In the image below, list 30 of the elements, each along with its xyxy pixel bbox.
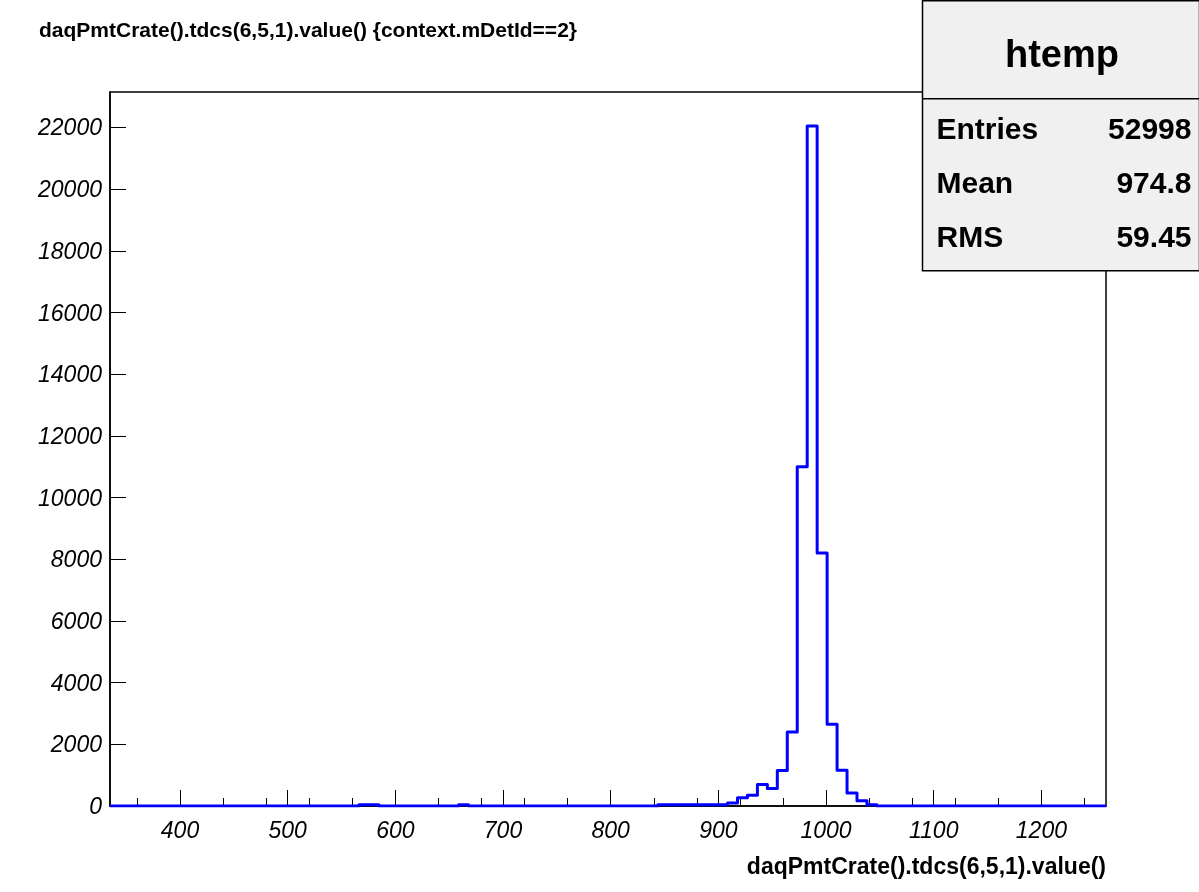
- x-tick-label: 800: [591, 816, 631, 843]
- x-tick-label: 1000: [800, 816, 852, 843]
- y-tick-label: 6000: [50, 607, 103, 634]
- annotation: Entries: [936, 112, 1039, 146]
- x-tick-label: 1100: [908, 816, 959, 843]
- y-tick-label: 14000: [38, 361, 103, 388]
- y-tick-label: 10000: [38, 484, 103, 511]
- text: 59.45: [1116, 220, 1192, 254]
- y-tick-label: 12000: [38, 422, 103, 449]
- y-tick-label: 18000: [38, 237, 103, 264]
- y-tick-label: 16000: [38, 299, 103, 326]
- x-tick-label: 600: [376, 816, 415, 843]
- x-tick-label: 900: [699, 816, 738, 843]
- x-tick-label: 700: [483, 816, 523, 843]
- chart-title: daqPmtCrate().tdcs(6,5,1).value() {context.mDetId==2}: [39, 18, 577, 41]
- y-tick-label: 22000: [37, 114, 103, 141]
- x-tick-label: 400: [160, 816, 200, 843]
- y-tick-label: 20000: [37, 176, 103, 203]
- y-tick-label: 0: [89, 793, 103, 819]
- annotation: Mean: [936, 166, 1014, 200]
- y-tick-label: 8000: [50, 546, 103, 573]
- x-tick-label: 1200: [1015, 816, 1068, 843]
- text: 974.8: [1116, 166, 1192, 200]
- text: 52998: [1108, 112, 1192, 146]
- x-tick-label: 500: [268, 816, 308, 843]
- x-axis-title: daqPmtCrate().tdcs(6,5,1).value(): [746, 852, 1106, 879]
- y-tick-label: 2000: [49, 731, 103, 758]
- text: htemp: [1005, 32, 1119, 75]
- y-tick-label: 4000: [50, 669, 103, 696]
- annotation: RMS: [936, 220, 1004, 254]
